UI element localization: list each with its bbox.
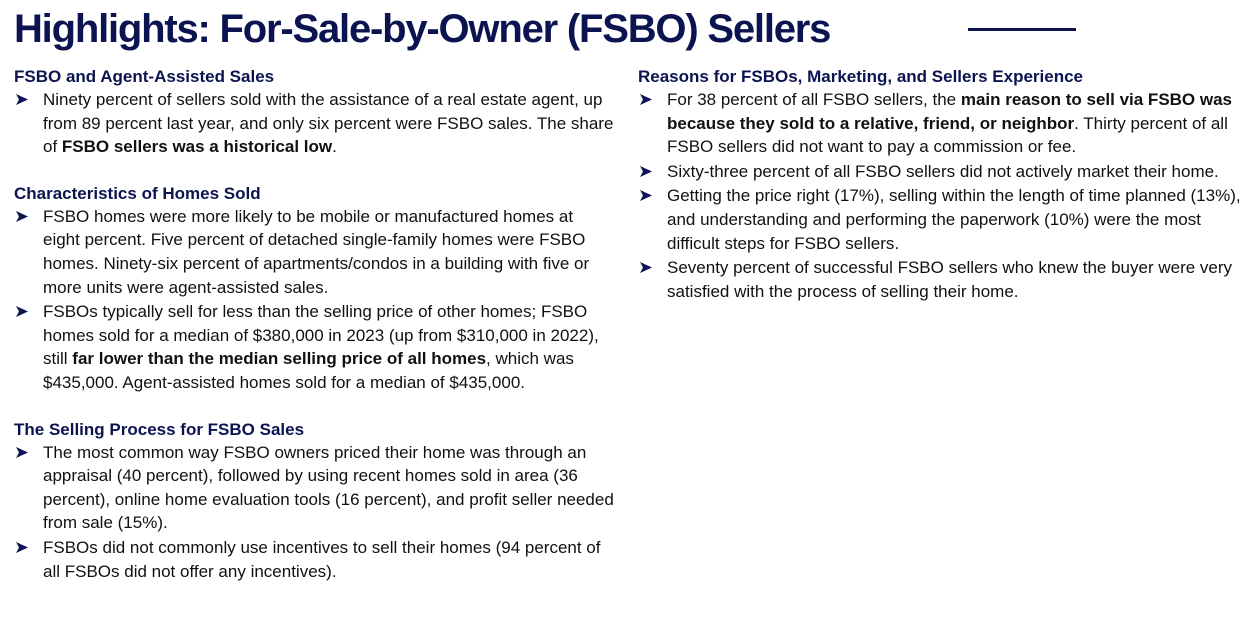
bullet-list: FSBO homes were more likely to be mobile… (14, 205, 614, 395)
page-title: Highlights: For-Sale-by-Owner (FSBO) Sel… (14, 7, 831, 51)
section: The Selling Process for FSBO Sales The mo… (14, 419, 614, 584)
title-rule (968, 28, 1076, 31)
bullet-item: Ninety percent of sellers sold with the … (14, 88, 614, 159)
body-text: For 38 percent of all FSBO sellers, the (667, 90, 961, 109)
arrow-bullet-icon (639, 88, 652, 105)
body-text: The most common way FSBO owners priced t… (43, 442, 614, 533)
section-heading: FSBO and Agent-Assisted Sales (14, 67, 275, 86)
bullet-item: For 38 percent of all FSBO sellers, the … (638, 88, 1246, 159)
bullet-item: Getting the price right (17%), selling w… (638, 184, 1246, 255)
bullet-item: FSBO homes were more likely to be mobile… (14, 205, 614, 299)
arrow-bullet-icon (639, 184, 652, 202)
bullet-list: Ninety percent of sellers sold with the … (14, 88, 614, 159)
right-column: Reasons for FSBOs, Marketing, and Seller… (638, 66, 1246, 327)
arrow-bullet-icon (639, 256, 652, 274)
body-text: FSBOs typically sell for less than the s… (43, 302, 599, 369)
section-heading: The Selling Process for FSBO Sales (14, 419, 305, 439)
left-column: FSBO and Agent-Assisted Sales Ninety perc… (14, 66, 614, 607)
arrow-bullet-icon (639, 160, 652, 177)
arrow-bullet-icon (15, 300, 28, 318)
arrow-bullet-icon (15, 441, 28, 458)
bullet-item: Sixty-three percent of all FSBO sellers … (638, 160, 1246, 184)
bold-text: far lower than the median selling price … (72, 349, 487, 369)
section: FSBO and Agent-Assisted Sales Ninety perc… (14, 66, 614, 159)
bullet-item: FSBOs typically sell for less than the s… (14, 300, 614, 394)
body-text: FSBO homes were more likely to be mobile… (43, 206, 590, 297)
bullet-item: FSBOs did not commonly use incentives to… (14, 536, 614, 583)
body-text: Ninety percent of sellers sold with the … (43, 90, 614, 157)
body-text: FSBOs did not commonly use incentives to… (43, 537, 601, 581)
arrow-bullet-icon (15, 88, 28, 105)
body-text: Sixty-three percent of all FSBO sellers … (667, 161, 1219, 181)
arrow-bullet-icon (15, 205, 28, 222)
section-heading: Characteristics of Homes Sold (14, 183, 261, 203)
bold-text: FSBO sellers was a historical low (61, 137, 333, 157)
section: Reasons for FSBOs, Marketing, and Seller… (638, 66, 1246, 303)
arrow-bullet-icon (15, 536, 28, 553)
body-text: . Thirty percent of all FSBO sellers did… (667, 113, 1228, 157)
body-text: , which was $435,000. Agent-assisted hom… (43, 349, 574, 392)
body-text: Seventy percent of successful FSBO selle… (667, 258, 1233, 301)
body-text: . (332, 137, 337, 157)
body-text: Getting the price right (17%), selling w… (667, 186, 1241, 253)
section-heading: Reasons for FSBOs, Marketing, and Seller… (638, 67, 1083, 86)
bold-text: main reason to sell via FSBO was because… (667, 90, 1233, 133)
bullet-list: The most common way FSBO owners priced t… (14, 441, 614, 584)
bullet-item: Seventy percent of successful FSBO selle… (638, 256, 1246, 303)
bullet-item: The most common way FSBO owners priced t… (14, 441, 614, 535)
bullet-list: For 38 percent of all FSBO sellers, the … (638, 88, 1246, 303)
section: Characteristics of Homes Sold FSBO homes … (14, 183, 614, 395)
